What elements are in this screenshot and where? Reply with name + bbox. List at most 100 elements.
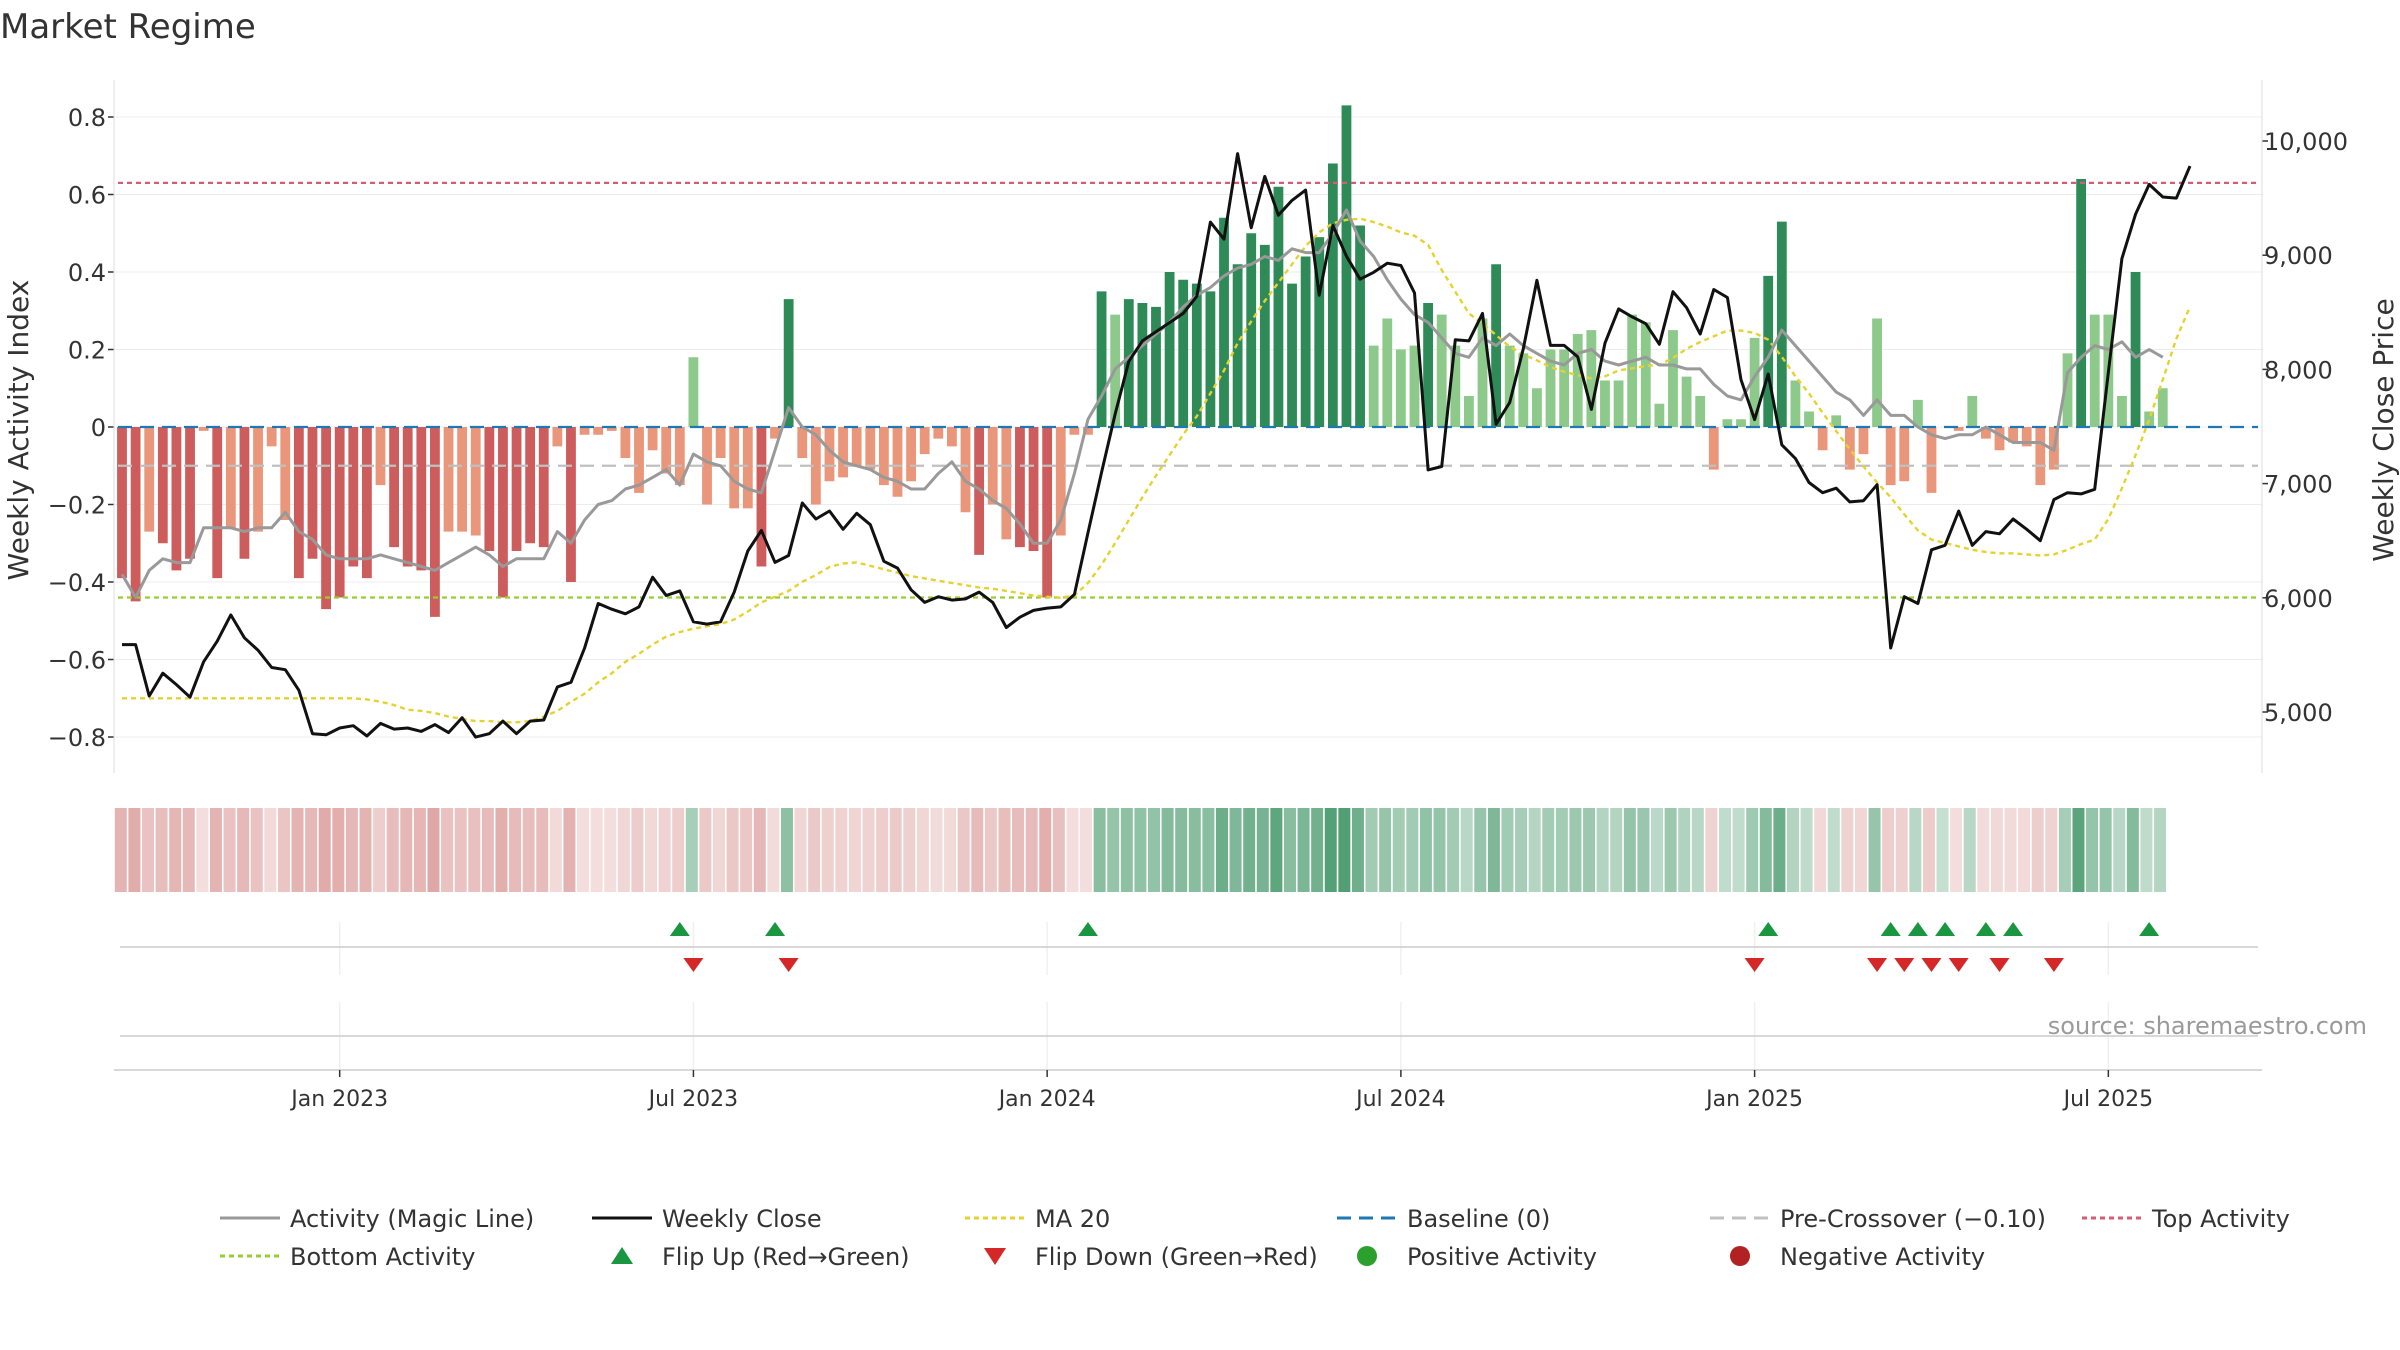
heat-cell	[1474, 808, 1487, 892]
heat-cell	[1746, 808, 1759, 892]
activity-bar	[1259, 244, 1270, 427]
activity-bar	[947, 427, 957, 447]
heat-cell	[2058, 808, 2071, 892]
heat-cell	[1501, 808, 1514, 892]
activity-bar	[1790, 380, 1801, 427]
y2-tick-label: 7,000	[2264, 471, 2333, 499]
activity-bar	[117, 427, 127, 579]
heat-cell	[1868, 808, 1881, 892]
heat-cell	[672, 808, 685, 892]
activity-bar	[1341, 105, 1352, 427]
heat-cell	[1093, 808, 1106, 892]
activity-bar	[634, 427, 644, 493]
heat-cell	[209, 808, 222, 892]
activity-bar	[334, 427, 345, 598]
y-axis-label: Weekly Activity Index	[2, 280, 35, 581]
activity-bar	[1273, 186, 1284, 427]
heat-cell	[645, 808, 657, 892]
heat-cell	[536, 808, 549, 892]
heat-cell	[1460, 808, 1473, 892]
heat-cell	[1922, 808, 1935, 892]
heat-cell	[1800, 808, 1813, 892]
y-tick-label: 0	[91, 414, 106, 442]
heat-cell	[1977, 808, 1990, 892]
heat-cell	[1351, 808, 1364, 892]
activity-bar	[1055, 427, 1066, 536]
activity-bar	[1600, 380, 1610, 427]
y-tick-label: 0.6	[68, 182, 106, 210]
activity-bar	[1858, 427, 1869, 455]
heat-cell	[318, 808, 331, 892]
legend-flip-up-icon	[611, 1247, 633, 1264]
heat-cell	[2004, 808, 2017, 892]
x-tick-label: Jul 2025	[2062, 1087, 2154, 1112]
heat-cell	[604, 808, 617, 892]
chart-title: Market Regime	[0, 7, 256, 47]
activity-bar	[498, 427, 508, 598]
heat-cell	[1786, 808, 1799, 892]
activity-bar	[484, 427, 495, 551]
activity-bar	[1382, 318, 1393, 427]
heat-cell	[1895, 808, 1908, 892]
flip-down-marker	[778, 958, 799, 972]
heat-cell	[1569, 808, 1582, 892]
heat-cell	[332, 808, 345, 892]
flip-up-marker	[1077, 922, 1098, 936]
y-tick-label: 0.8	[68, 104, 106, 132]
heat-cell	[223, 808, 236, 892]
heat-cell	[237, 808, 250, 892]
heat-cell	[1229, 808, 1242, 892]
activity-bar	[1749, 337, 1760, 427]
heat-cell	[2086, 808, 2099, 892]
activity-bar	[1613, 380, 1624, 427]
x-axis: Jan 2023 Jul 2023 Jan 2024 Jul 2024 Jan 2025…	[114, 1069, 2262, 1112]
activity-bar	[1981, 427, 1991, 439]
activity-bar	[1627, 314, 1638, 427]
heat-cell	[1392, 808, 1405, 892]
activity-bar	[1205, 291, 1216, 427]
heat-cell	[699, 808, 712, 892]
heat-cell	[726, 808, 739, 892]
heat-cell	[631, 808, 644, 892]
heat-cell	[1324, 808, 1337, 892]
heat-cell	[2018, 808, 2031, 892]
activity-bar	[1804, 411, 1814, 427]
heat-cell	[1555, 808, 1568, 892]
activity-bar	[1042, 427, 1053, 598]
activity-bar	[1572, 334, 1583, 427]
activity-bar	[2062, 353, 2073, 427]
y2-tick-label: 6,000	[2264, 585, 2333, 613]
activity-bar	[1464, 396, 1474, 427]
heat-cell	[1134, 808, 1147, 892]
flip-down-marker	[1894, 958, 1915, 972]
activity-bar	[906, 427, 916, 482]
activity-bar	[1668, 330, 1678, 427]
heat-cell	[1148, 808, 1161, 892]
heat-cell	[1487, 808, 1500, 892]
activity-bar	[2157, 388, 2168, 427]
heat-cell	[1583, 808, 1596, 892]
weekly-close-line	[122, 152, 2192, 739]
activity-bar	[321, 427, 331, 610]
activity-bar	[538, 427, 549, 548]
activity-bar	[307, 427, 318, 559]
flip-up-marker	[669, 922, 690, 936]
activity-bar	[348, 427, 359, 567]
heat-cell	[400, 808, 413, 892]
heat-cell	[1039, 808, 1052, 892]
legend-label: Positive Activity	[1407, 1243, 1597, 1271]
heat-cell	[427, 808, 440, 892]
activity-bar	[1151, 306, 1161, 427]
activity-bar	[1287, 283, 1297, 427]
heat-cell	[1596, 808, 1609, 892]
heat-cell	[1990, 808, 2003, 892]
activity-bar	[702, 427, 712, 505]
activity-bar	[742, 427, 753, 509]
heat-cell	[916, 808, 929, 892]
x-tick-label: Jan 2023	[289, 1087, 388, 1112]
heat-cell	[359, 808, 372, 892]
activity-bar	[960, 427, 971, 513]
heat-cell	[2072, 808, 2085, 892]
y-tick-label: 0.2	[68, 337, 106, 365]
activity-bar	[239, 427, 250, 559]
